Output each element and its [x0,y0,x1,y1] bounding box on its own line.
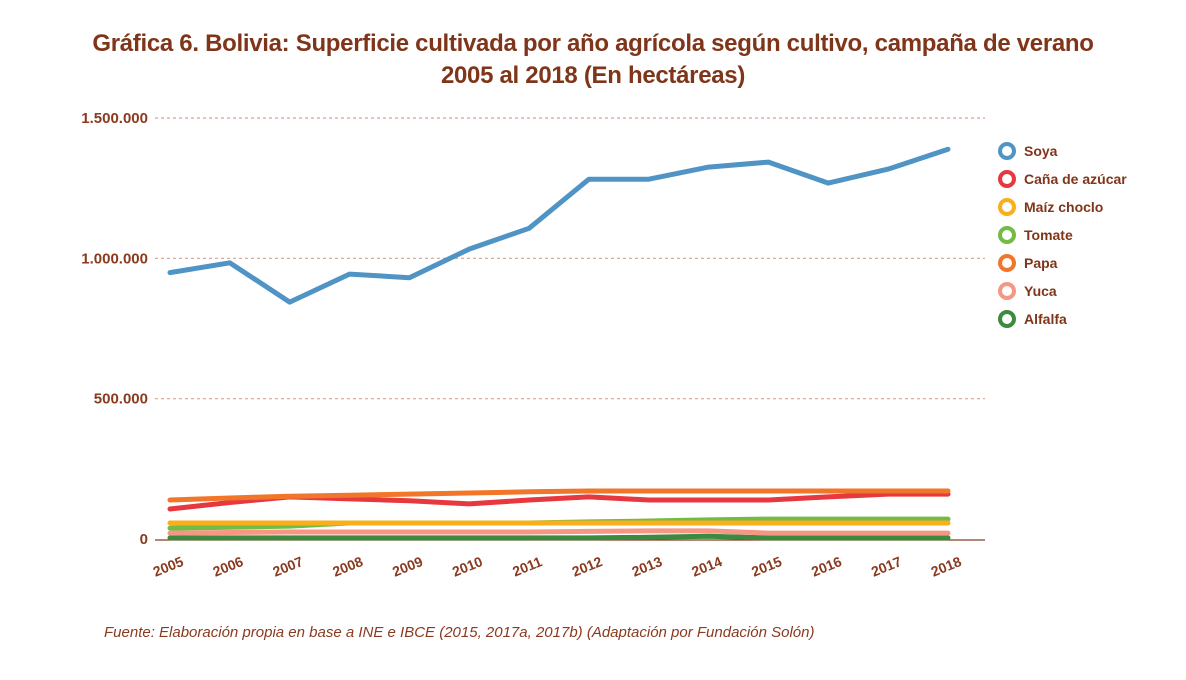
series-lines [167,146,951,541]
legend-label: Caña de azúcar [1024,171,1127,187]
x-tick-label: 2012 [570,553,605,580]
legend-marker-icon [998,282,1016,300]
y-tick-label: 0 [140,531,148,548]
x-tick-label: 2017 [869,553,904,580]
legend-marker-icon [998,142,1016,160]
x-tick-label: 2011 [510,553,544,579]
x-tick-label: 2007 [270,553,305,580]
x-tick-label: 2005 [151,553,186,580]
chart-title-line-1: Gráfica 6. Bolivia: Superficie cultivada… [92,30,1094,57]
legend-item: Alfalfa [998,305,1127,333]
legend-label: Yuca [1024,283,1057,299]
x-axis-tick-labels: 2005 2006 2007 2008 2009 2010 2011 2012 2013 2014… [151,553,964,580]
x-tick-label: 2018 [929,553,964,580]
gridlines [155,117,985,400]
series-line-alfalfa [167,533,951,541]
y-tick-label: 1.500.000 [81,110,148,127]
legend-item: Papa [998,249,1127,277]
legend-marker-icon [998,254,1016,272]
x-tick-label: 2016 [809,553,844,580]
x-tick-label: 2008 [330,553,365,580]
legend-marker-icon [998,170,1016,188]
chart-title-line-2: 2005 al 2018 (En hectáreas) [440,62,746,89]
y-axis-tick-labels: 0 500.000 1.000.000 1.500.000 [81,110,148,548]
x-tick-label: 2015 [749,553,784,580]
legend-label: Soya [1024,143,1058,159]
legend-label: Maíz choclo [1024,199,1104,215]
series-line-papa [167,488,951,503]
legend-marker-icon [998,226,1016,244]
y-tick-label: 500.000 [94,391,148,408]
legend-marker-icon [998,310,1016,328]
chart-title: Gráfica 6. Bolivia: Superficie cultivada… [0,28,1186,92]
legend-item: Tomate [998,221,1127,249]
legend-marker-icon [998,198,1016,216]
x-tick-label: 2010 [450,553,485,580]
x-tick-label: 2006 [211,553,246,580]
x-tick-label: 2013 [629,553,664,580]
y-tick-label: 1.000.000 [81,250,148,267]
legend-item: Caña de azúcar [998,165,1127,193]
series-line-yuca [167,528,951,536]
series-line-soya [167,146,951,305]
source-note: Fuente: Elaboración propia en base a INE… [104,624,815,641]
legend-label: Alfalfa [1024,311,1067,327]
legend-label: Tomate [1024,227,1073,243]
legend-item: Yuca [998,277,1127,305]
legend-item: Soya [998,137,1127,165]
x-tick-label: 2009 [390,553,425,580]
legend: Soya Caña de azúcar Maíz choclo Tomate Papa Y… [998,137,1127,333]
legend-label: Papa [1024,255,1058,271]
legend-item: Maíz choclo [998,193,1127,221]
x-tick-label: 2014 [689,553,724,580]
